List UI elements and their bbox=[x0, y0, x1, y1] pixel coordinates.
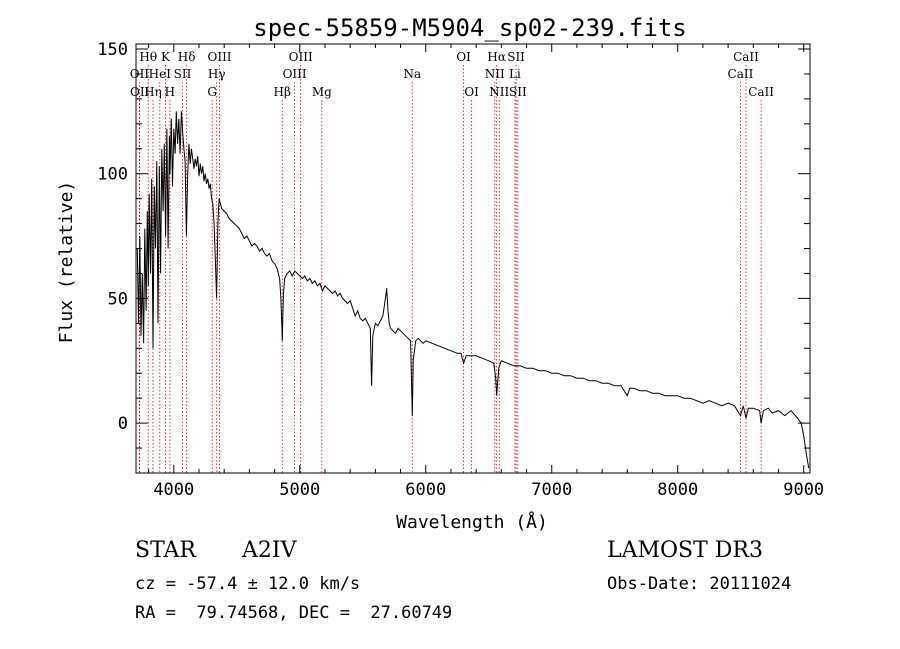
redshift-velocity: cz = -57.4 ± 12.0 km/s bbox=[135, 574, 361, 594]
y-tick-label: 0 bbox=[118, 414, 128, 434]
line-marker-label: NII bbox=[485, 67, 505, 81]
line-marker-label: HeI bbox=[149, 67, 172, 81]
sky-coordinates: RA = 79.74568, DEC = 27.60749 bbox=[135, 603, 453, 623]
plot-frame bbox=[135, 43, 811, 474]
line-marker-label: OIII bbox=[289, 50, 313, 64]
line-marker-label: OI bbox=[464, 85, 479, 99]
line-marker-label: SII bbox=[174, 67, 192, 81]
survey-name: LAMOST DR3 bbox=[607, 538, 763, 563]
x-tick-label: 6000 bbox=[405, 480, 446, 500]
x-tick-label: 5000 bbox=[279, 480, 320, 500]
line-marker-label: Na bbox=[403, 67, 421, 81]
y-tick-label: 50 bbox=[108, 289, 128, 309]
object-subclass: A2IV bbox=[242, 538, 297, 563]
line-marker-label: SII bbox=[507, 50, 525, 64]
line-marker-label: K bbox=[161, 50, 171, 64]
line-marker-label: OIII bbox=[283, 67, 307, 81]
x-tick-label: 4000 bbox=[153, 480, 194, 500]
line-marker-label: Hβ bbox=[274, 85, 291, 99]
line-marker-label: G bbox=[207, 85, 217, 99]
line-marker-label: CaII bbox=[748, 85, 774, 99]
series-flux bbox=[136, 111, 810, 469]
y-tick-label: 150 bbox=[97, 40, 128, 60]
line-marker-label: Hη bbox=[144, 85, 162, 99]
x-tick-label: 9000 bbox=[783, 480, 824, 500]
y-axis-label: Flux (relative) bbox=[56, 181, 77, 344]
y-tick-label: 100 bbox=[97, 165, 128, 185]
line-marker-label: OII bbox=[130, 85, 150, 99]
x-axis-label: Wavelength (Å) bbox=[396, 511, 548, 533]
observation-date: Obs-Date: 20111024 bbox=[607, 574, 792, 594]
chart-title: spec-55859-M5904_sp02-239.fits bbox=[253, 14, 686, 42]
object-class: STAR bbox=[135, 538, 196, 563]
x-tick-label: 7000 bbox=[531, 480, 572, 500]
line-marker-label: OI bbox=[456, 50, 471, 64]
line-marker-label: Hδ bbox=[178, 50, 196, 64]
line-marker-label: SII bbox=[509, 85, 527, 99]
line-marker-label: Hθ bbox=[139, 50, 157, 64]
y-axis: 0 50 100 150 bbox=[97, 40, 810, 449]
line-marker-label: Mg bbox=[312, 85, 332, 99]
line-marker-label: H bbox=[165, 85, 175, 99]
x-tick-label: 8000 bbox=[657, 480, 698, 500]
line-marker-label: Hα bbox=[487, 50, 506, 64]
line-marker-label: CaII bbox=[728, 67, 754, 81]
series-layer bbox=[136, 111, 810, 469]
line-marker-label: NII bbox=[489, 85, 509, 99]
x-axis: 4000 5000 6000 7000 8000 9000 bbox=[148, 44, 824, 500]
line-marker-label: OIII bbox=[207, 50, 231, 64]
line-marker-label: Hγ bbox=[208, 67, 226, 81]
line-marker-label: Li bbox=[509, 67, 521, 81]
line-marker-label: CaII bbox=[733, 50, 759, 64]
